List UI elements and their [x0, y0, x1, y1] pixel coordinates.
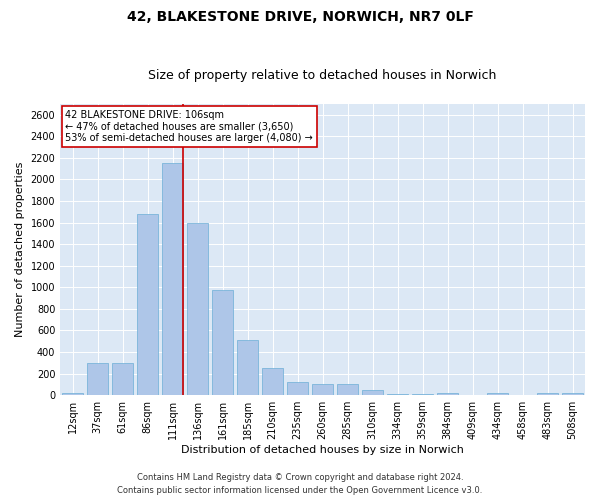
Bar [62, 393, 83, 395]
Bar [337, 384, 358, 395]
Bar [387, 394, 408, 395]
Bar [212, 290, 233, 395]
Bar [162, 164, 183, 395]
Bar [412, 394, 433, 395]
Bar [462, 394, 483, 395]
X-axis label: Distribution of detached houses by size in Norwich: Distribution of detached houses by size … [181, 445, 464, 455]
Bar [312, 384, 333, 395]
Bar [362, 390, 383, 395]
Bar [137, 214, 158, 395]
Text: Contains HM Land Registry data © Crown copyright and database right 2024.
Contai: Contains HM Land Registry data © Crown c… [118, 474, 482, 495]
Text: 42 BLAKESTONE DRIVE: 106sqm
← 47% of detached houses are smaller (3,650)
53% of : 42 BLAKESTONE DRIVE: 106sqm ← 47% of det… [65, 110, 313, 143]
Bar [512, 394, 533, 395]
Bar [437, 393, 458, 395]
Text: 42, BLAKESTONE DRIVE, NORWICH, NR7 0LF: 42, BLAKESTONE DRIVE, NORWICH, NR7 0LF [127, 10, 473, 24]
Bar [487, 393, 508, 395]
Bar [237, 340, 258, 395]
Bar [287, 382, 308, 395]
Bar [262, 368, 283, 395]
Title: Size of property relative to detached houses in Norwich: Size of property relative to detached ho… [148, 69, 497, 82]
Bar [112, 363, 133, 395]
Bar [187, 222, 208, 395]
Bar [87, 363, 108, 395]
Bar [562, 393, 583, 395]
Y-axis label: Number of detached properties: Number of detached properties [15, 162, 25, 338]
Bar [537, 393, 558, 395]
